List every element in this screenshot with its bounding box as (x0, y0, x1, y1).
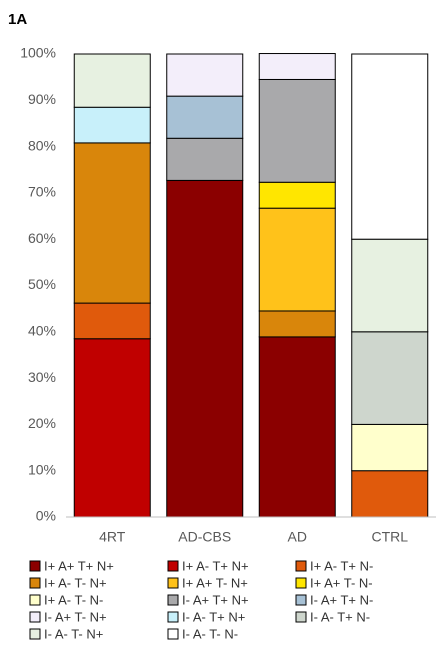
y-tick-label: 10% (28, 461, 56, 477)
legend-swatch (167, 611, 179, 623)
bar-segment (166, 53, 244, 97)
y-tick-label: 30% (28, 369, 56, 385)
bar-segment (73, 302, 151, 340)
bar-segment (73, 106, 151, 144)
bar-segment (258, 336, 336, 518)
y-tick-label: 50% (28, 276, 56, 292)
bar-segment (166, 179, 244, 518)
legend-label: I+ A- T- N- (44, 592, 103, 607)
legend-label: I- A- T- N+ (44, 626, 103, 641)
bar-segment (73, 53, 151, 108)
legend-label: I- A+ T- N+ (44, 609, 107, 624)
y-tick-label: 40% (28, 323, 56, 339)
legend-swatch (167, 628, 179, 640)
legend-label: I- A+ T+ N+ (182, 592, 249, 607)
legend-swatch (29, 611, 41, 623)
legend-swatch (295, 611, 307, 623)
y-tick-label: 90% (28, 91, 56, 107)
x-tick-label: AD-CBS (178, 529, 231, 545)
legend-label: I- A- T+ N- (310, 609, 370, 624)
legend-swatch (29, 560, 41, 572)
bar-segment (351, 53, 429, 240)
x-tick-label: 4RT (99, 529, 126, 545)
legend-label: I- A- T- N- (182, 626, 238, 641)
legend-label: I+ A- T+ N+ (182, 558, 249, 573)
bar-segment (73, 142, 151, 304)
legend-swatch (295, 594, 307, 606)
legend-label: I- A- T+ N+ (182, 609, 245, 624)
legend-label: I+ A+ T- N- (310, 575, 373, 590)
y-tick-label: 60% (28, 230, 56, 246)
legend-swatch (29, 628, 41, 640)
legend-label: I+ A- T- N+ (44, 575, 107, 590)
y-tick-label: 100% (20, 45, 56, 61)
legend-label: I+ A+ T+ N+ (44, 558, 114, 573)
legend-label: I- A+ T+ N- (310, 592, 373, 607)
y-tick-label: 20% (28, 415, 56, 431)
legend-swatch (167, 594, 179, 606)
y-tick-label: 70% (28, 184, 56, 200)
bar-segment (73, 338, 151, 518)
bar-segment (166, 95, 244, 139)
bar-segment (351, 331, 429, 425)
y-tick-label: 80% (28, 137, 56, 153)
legend-swatch (167, 560, 179, 572)
legend-swatch (29, 594, 41, 606)
bar-segment (258, 78, 336, 183)
bar-segment (351, 423, 429, 472)
legend-label: I+ A- T+ N- (310, 558, 373, 573)
legend-swatch (29, 577, 41, 589)
x-tick-label: CTRL (371, 529, 408, 545)
legend-label: I+ A+ T- N+ (182, 575, 248, 590)
x-tick-label: AD (288, 529, 307, 545)
legend-swatch (167, 577, 179, 589)
bar-segment (351, 470, 429, 518)
chart-title: 1A (8, 11, 27, 28)
bar-segment (258, 181, 336, 209)
bar-segment (258, 53, 336, 80)
legend-swatch (295, 560, 307, 572)
bar-segment (351, 238, 429, 333)
bar-segment (258, 207, 336, 312)
y-tick-label: 0% (36, 508, 56, 524)
bar-segment (258, 310, 336, 338)
legend-swatch (295, 577, 307, 589)
bar-segment (166, 137, 244, 181)
